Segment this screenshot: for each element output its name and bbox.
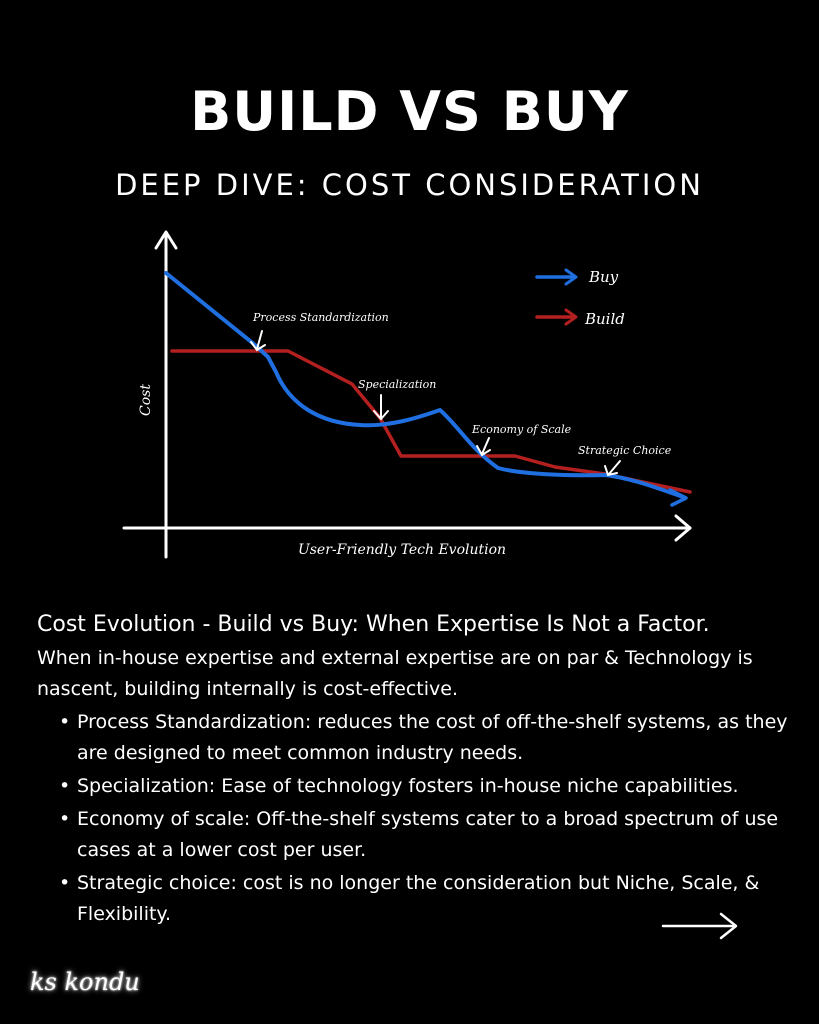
y-axis-arrowhead [154,230,178,250]
legend-buy-arrowhead [564,268,578,286]
axes [122,230,692,559]
x-axis-arrowhead [674,514,692,542]
bullet-list: Process Standardization: reduces the cos… [37,707,797,930]
author-signature: ks kondu [30,968,140,996]
explanation: Cost Evolution - Build vs Buy: When Expe… [37,612,797,932]
annotation-label: Specialization [358,378,436,391]
annotation-economy-of-scale: Economy of Scale [471,423,572,457]
buy-line-arrowhead [668,488,688,507]
annotation-specialization: Specialization [358,378,436,421]
down-arrow-icon [604,460,621,477]
legend-build-label: Build [584,310,625,328]
annotation-strategic-choice: Strategic Choice [578,444,672,477]
legend: Buy Build [535,268,625,328]
right-arrow-icon[interactable] [660,908,740,944]
list-item: Specialization: Ease of technology foste… [59,771,797,802]
down-arrow-icon [250,330,266,352]
page-title: BUILD VS BUY [190,80,629,143]
down-arrow-icon [476,437,491,457]
list-item: Strategic choice: cost is no longer the … [59,868,797,930]
x-axis-label: User-Friendly Tech Evolution [298,542,506,558]
cost-evolution-diagram: Cost User-Friendly Tech Evolution Buy Bu… [122,230,692,559]
annotation-label: Economy of Scale [471,423,572,436]
legend-buy-label: Buy [588,268,619,286]
page-subtitle: DEEP DIVE: COST CONSIDERATION [115,168,704,202]
y-axis-label: Cost [138,384,154,416]
section-heading: Cost Evolution - Build vs Buy: When Expe… [37,612,710,637]
annotation-process-standardization: Process Standardization [250,311,389,352]
down-arrow-icon [373,394,389,421]
intro-paragraph: When in-house expertise and external exp… [37,647,753,700]
build-line [170,349,692,494]
list-item: Economy of scale: Off-the-shelf systems … [59,804,797,866]
list-item: Process Standardization: reduces the cos… [59,707,797,769]
legend-build-arrowhead [564,308,578,326]
annotation-label: Process Standardization [252,311,389,324]
annotation-label: Strategic Choice [578,444,672,457]
buy-line [164,271,685,499]
